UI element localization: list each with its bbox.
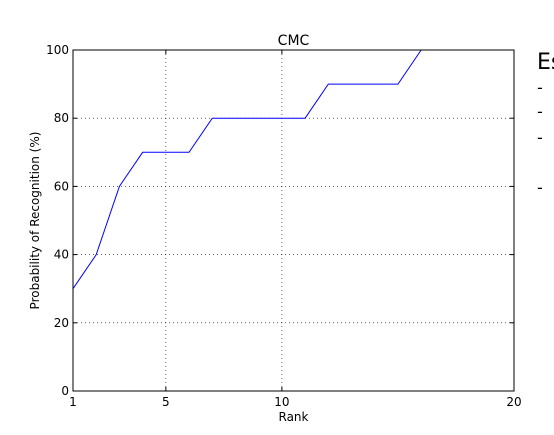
y-tick-label: 80 xyxy=(54,111,69,125)
x-tick-label: 1 xyxy=(69,395,77,409)
y-tick-label: 20 xyxy=(54,316,69,330)
side-panel-heading: Es xyxy=(537,50,554,75)
axis-ticks: 1 5 10 20 0 20 40 60 80 100 xyxy=(46,43,522,409)
x-tick-label: 20 xyxy=(506,395,521,409)
side-panel-dash: - xyxy=(537,78,543,97)
side-panel-dash: - xyxy=(537,178,543,197)
y-tick-label: 60 xyxy=(54,179,69,193)
y-tick-label: 0 xyxy=(61,384,69,398)
side-panel-dash: - xyxy=(537,128,543,147)
chart-title: CMC xyxy=(278,33,310,49)
grid-lines xyxy=(73,50,514,391)
y-tick-label: 100 xyxy=(46,43,69,57)
series-line xyxy=(72,49,422,289)
x-tick-label: 10 xyxy=(274,395,289,409)
plot-frame xyxy=(72,49,515,392)
y-axis-label: Probability of Recognition (%) xyxy=(28,132,42,310)
x-axis-label: Rank xyxy=(279,410,309,424)
series-layer xyxy=(72,49,422,289)
x-tick-label: 5 xyxy=(162,395,170,409)
y-tick-label: 40 xyxy=(54,248,69,262)
side-panel-dash: - xyxy=(537,102,543,121)
